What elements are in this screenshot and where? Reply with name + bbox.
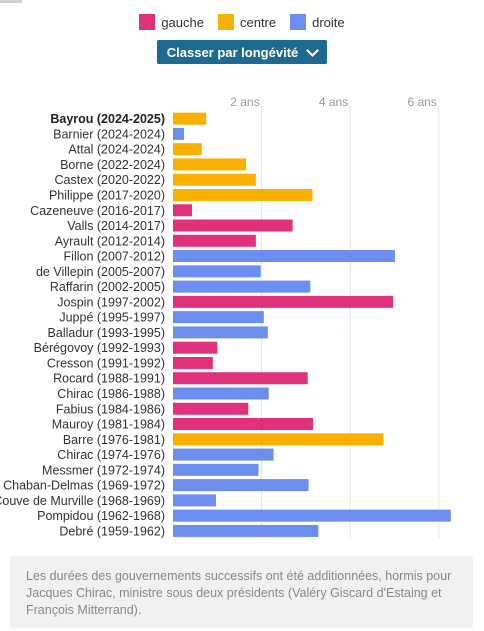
bar-21 xyxy=(173,433,384,446)
bar-label-4: Castex (2020-2022) xyxy=(55,173,165,187)
chevron-down-icon xyxy=(306,43,320,57)
bar-10 xyxy=(173,265,261,278)
bar-0 xyxy=(173,112,207,125)
x-tick-label: 6 ans xyxy=(407,95,436,109)
bar-19 xyxy=(173,402,249,415)
legend: gauche centre droite xyxy=(0,14,484,30)
bar-label-14: Balladur (1993-1995) xyxy=(48,326,165,340)
bar-label-2: Attal (2024-2024) xyxy=(68,143,165,157)
bar-24 xyxy=(173,479,309,492)
bar-3 xyxy=(173,158,247,171)
bar-12 xyxy=(173,295,394,308)
footnote-text: Les durées des gouvernements successifs … xyxy=(26,569,452,617)
bar-16 xyxy=(173,356,213,369)
bar-6 xyxy=(173,204,193,217)
legend-swatch-gauche xyxy=(139,14,156,30)
bar-label-22: Chirac (1974-1976) xyxy=(57,448,165,462)
top-divider xyxy=(0,0,22,3)
bar-25 xyxy=(173,494,216,507)
legend-item-gauche: gauche xyxy=(139,14,204,30)
bar-20 xyxy=(173,418,313,431)
bar-2 xyxy=(173,143,202,156)
bar-label-17: Rocard (1988-1991) xyxy=(53,372,165,386)
legend-label-gauche: gauche xyxy=(161,14,204,30)
sort-by-longevity-button[interactable]: Classer par longévité xyxy=(156,40,328,64)
bar-label-15: Bérégovoy (1992-1993) xyxy=(34,341,165,355)
bar-5 xyxy=(173,188,313,201)
bar-8 xyxy=(173,234,256,247)
bar-label-13: Juppé (1995-1997) xyxy=(59,311,165,325)
bar-label-23: Messmer (1972-1974) xyxy=(42,463,165,477)
legend-item-droite: droite xyxy=(290,14,345,30)
legend-swatch-droite xyxy=(290,14,307,30)
bar-14 xyxy=(173,326,268,339)
bar-label-16: Cresson (1991-1992) xyxy=(47,356,165,370)
bar-label-8: Ayrault (2012-2014) xyxy=(55,234,165,248)
bar-label-20: Mauroy (1981-1984) xyxy=(52,418,165,432)
bar-label-1: Barnier (2024-2024) xyxy=(53,127,165,141)
sort-button-label: Classer par longévité xyxy=(166,44,299,60)
bar-17 xyxy=(173,372,308,385)
bar-26 xyxy=(173,509,451,522)
bar-label-7: Valls (2014-2017) xyxy=(67,219,165,233)
bar-label-3: Borne (2022-2024) xyxy=(60,158,165,172)
bar-22 xyxy=(173,448,274,461)
sort-wrap: Classer par longévité xyxy=(0,40,484,64)
legend-swatch-centre xyxy=(217,14,234,30)
bar-label-19: Fabius (1984-1986) xyxy=(56,402,165,416)
bar-1 xyxy=(173,127,185,140)
x-tick-label: 2 ans xyxy=(230,95,259,109)
bar-label-26: Pompidou (1962-1968) xyxy=(37,509,165,523)
bar-11 xyxy=(173,280,311,293)
bar-label-24: Chaban-Delmas (1969-1972) xyxy=(3,479,165,493)
bar-23 xyxy=(173,463,259,476)
bar-label-5: Philippe (2017-2020) xyxy=(49,188,165,202)
bar-label-27: Debré (1959-1962) xyxy=(59,524,165,538)
x-tick-label: 4 ans xyxy=(319,95,348,109)
bar-4 xyxy=(173,173,256,186)
bar-label-11: Raffarin (2002-2005) xyxy=(50,280,165,294)
bar-label-18: Chirac (1986-1988) xyxy=(57,387,165,401)
bar-label-10: de Villepin (2005-2007) xyxy=(36,265,165,279)
labels-layer: Bayrou (2024-2025)Barnier (2024-2024) Att… xyxy=(0,112,165,538)
footnote: Les durées des gouvernements successifs … xyxy=(10,556,473,628)
bar-7 xyxy=(173,219,293,232)
bar-18 xyxy=(173,387,269,400)
bar-label-9: Fillon (2007-2012) xyxy=(64,250,165,264)
bars-layer xyxy=(173,112,451,537)
legend-label-droite: droite xyxy=(312,14,345,30)
bar-chart: 2 ans 4 ans 6 ans Bayrou (2024-2025)Barnie… xyxy=(0,95,451,539)
bar-13 xyxy=(173,311,264,324)
bar-9 xyxy=(173,250,395,263)
grid-layer: 2 ans 4 ans 6 ans xyxy=(230,95,440,539)
legend-item-centre: centre xyxy=(217,14,277,30)
bar-label-6: Cazeneuve (2016-2017) xyxy=(30,204,165,218)
bar-label-25: Couve de Murville (1968-1969) xyxy=(0,494,165,508)
bar-15 xyxy=(173,341,218,354)
bar-label-12: Jospin (1997-2002) xyxy=(57,295,165,309)
bar-27 xyxy=(173,524,319,537)
bar-label-0: Bayrou (2024-2025) xyxy=(50,112,165,126)
legend-label-centre: centre xyxy=(239,14,277,30)
bar-label-21: Barre (1976-1981) xyxy=(63,433,165,447)
